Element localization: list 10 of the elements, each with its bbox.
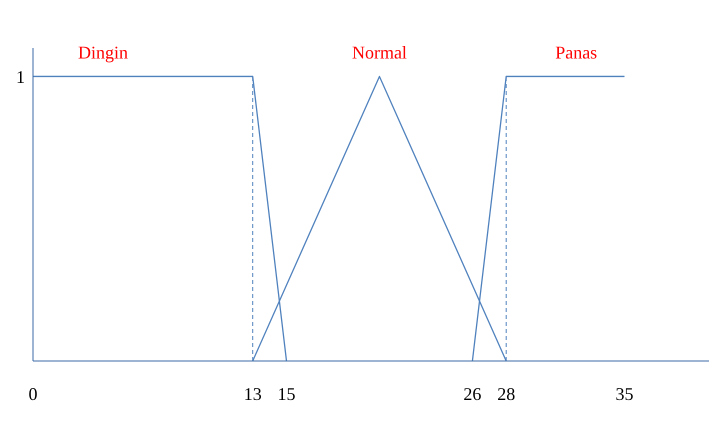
x-tick-label: 28 [497,384,516,404]
series-label: Normal [352,42,407,62]
x-tick-label: 26 [463,384,482,404]
text: 1 [16,66,25,87]
series-label: Panas [555,42,598,62]
x-tick-label: 13 [244,384,262,404]
x-tick-label: 15 [278,384,296,404]
series-label: Dingin [78,42,128,62]
x-tick-label: 0 [28,384,38,404]
x-tick-label: 35 [616,384,634,404]
